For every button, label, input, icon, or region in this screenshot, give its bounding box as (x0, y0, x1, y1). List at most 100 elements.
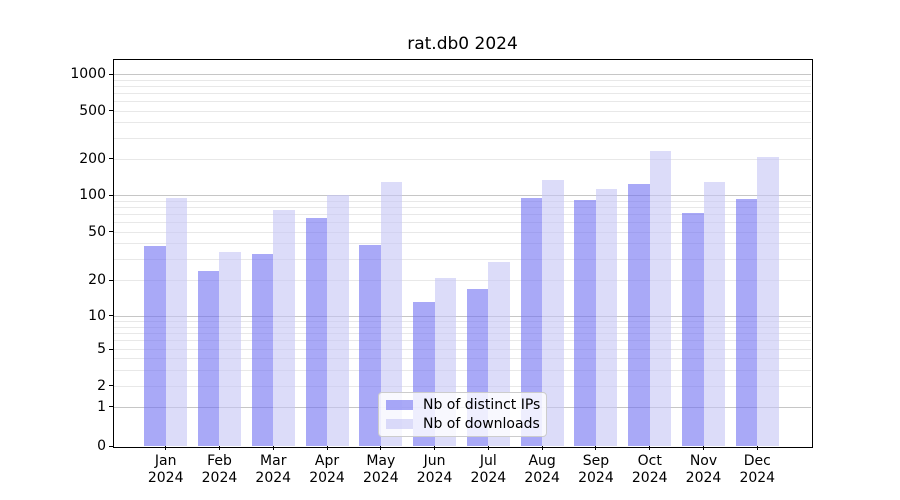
gridline-major (114, 74, 811, 76)
x-tick-mark-icon (165, 446, 167, 450)
chart-title: rat.db0 2024 (407, 34, 518, 54)
gridline-minor (114, 101, 811, 103)
legend-swatch-distinct-ips-icon (386, 400, 413, 410)
bar-distinct-ips-nov (682, 213, 704, 446)
bar-distinct-ips-dec (735, 198, 758, 446)
x-tick-label: Jun 2024 (416, 453, 453, 486)
y-tick-label: 2 (97, 377, 106, 394)
y-tick-mark-icon (109, 110, 114, 112)
gridline-minor (114, 158, 811, 160)
y-tick-mark-icon (109, 406, 114, 408)
gridline-minor (114, 92, 811, 94)
x-tick-mark-icon (326, 446, 328, 450)
gridline-minor (114, 358, 811, 360)
x-tick-label: Jul 2024 (470, 453, 507, 486)
x-tick-mark-icon (756, 446, 758, 450)
y-tick-mark-icon (109, 194, 114, 196)
y-tick-label: 50 (88, 223, 106, 240)
x-tick-label: Nov 2024 (685, 453, 722, 486)
y-tick-label: 5 (97, 341, 106, 358)
gridline-minor (114, 85, 811, 87)
y-tick-mark-icon (109, 315, 114, 317)
y-tick-mark-icon (109, 279, 114, 281)
x-tick-label: Oct 2024 (631, 453, 668, 486)
x-tick-label: Feb 2024 (201, 453, 238, 486)
x-tick-mark-icon (272, 446, 274, 450)
gridline-minor (114, 122, 811, 124)
y-tick-label: 0 (97, 438, 106, 454)
x-tick-mark-icon (487, 446, 489, 450)
x-tick-mark-icon (703, 446, 704, 450)
gridline-minor (114, 326, 811, 328)
gridline-minor (114, 79, 811, 81)
gridline-minor (114, 320, 811, 322)
gridline-minor (114, 243, 811, 245)
bar-distinct-ips-may (359, 244, 381, 446)
bar-distinct-ips-apr (305, 217, 328, 446)
bar-downloads-aug (542, 179, 564, 446)
gridline-minor (114, 231, 811, 233)
x-tick-mark-icon (380, 446, 382, 450)
gridline-minor (114, 385, 811, 387)
y-tick-label: 1000 (70, 66, 106, 83)
x-tick-label: Jan 2024 (147, 453, 184, 486)
y-tick-mark-icon (109, 385, 114, 387)
bar-downloads-feb (219, 252, 241, 446)
y-tick-mark-icon (109, 73, 114, 75)
bar-downloads-sep (595, 189, 618, 446)
x-tick-label: Aug 2024 (524, 453, 560, 486)
y-tick-label: 10 (88, 307, 106, 324)
bar-downloads-oct (649, 150, 672, 446)
y-tick-label: 1 (97, 398, 106, 415)
x-tick-label: Mar 2024 (255, 453, 292, 486)
bar-distinct-ips-aug (520, 197, 543, 446)
gridline-minor (114, 206, 811, 208)
bar-distinct-ips-feb (197, 270, 220, 446)
gridline-major (114, 195, 811, 197)
y-tick-label: 20 (88, 272, 106, 289)
x-tick-mark-icon (218, 446, 220, 450)
x-tick-mark-icon (649, 446, 651, 450)
legend: Nb of distinct IPs Nb of downloads (378, 392, 547, 437)
gridline-minor (114, 110, 811, 112)
bar-distinct-ips-jan (144, 246, 166, 446)
bar-distinct-ips-mar (251, 253, 274, 446)
y-tick-label: 500 (79, 102, 106, 119)
gridline-minor (114, 349, 811, 351)
x-tick-label: Sep 2024 (578, 453, 614, 486)
legend-entry-downloads: Nb of downloads (386, 415, 540, 434)
x-tick-label: Dec 2024 (739, 453, 776, 486)
gridline-major (114, 315, 811, 317)
gridline-minor (114, 258, 811, 260)
legend-swatch-downloads-icon (386, 419, 413, 429)
bar-distinct-ips-oct (628, 184, 650, 446)
plot-area (114, 60, 811, 446)
x-tick-label: Apr 2024 (309, 453, 345, 486)
y-tick-mark-icon (109, 445, 114, 447)
x-tick-mark-icon (434, 446, 436, 450)
y-tick-mark-icon (109, 348, 114, 350)
y-tick-mark-icon (109, 158, 114, 160)
bar-downloads-mar (273, 210, 295, 446)
bar-downloads-may (380, 181, 403, 446)
y-tick-label: 200 (79, 150, 106, 167)
gridline-minor (114, 332, 811, 334)
y-tick-mark-icon (109, 231, 114, 233)
gridline-minor (114, 222, 811, 224)
x-tick-mark-icon (541, 446, 543, 450)
x-tick-label: May 2024 (362, 453, 399, 486)
legend-label-downloads: Nb of downloads (423, 416, 540, 432)
gridline-minor (114, 200, 811, 202)
bar-downloads-apr (327, 195, 349, 446)
bar-distinct-ips-sep (574, 199, 596, 446)
bar-downloads-nov (703, 181, 725, 446)
legend-entry-distinct-ips: Nb of distinct IPs (386, 396, 541, 415)
x-tick-mark-icon (595, 446, 597, 450)
gridline-minor (114, 280, 811, 282)
gridline-minor (114, 340, 811, 342)
legend-label-distinct-ips: Nb of distinct IPs (423, 397, 541, 413)
bar-downloads-dec (757, 157, 779, 446)
gridline-minor (114, 369, 811, 371)
y-tick-label: 100 (79, 187, 106, 204)
